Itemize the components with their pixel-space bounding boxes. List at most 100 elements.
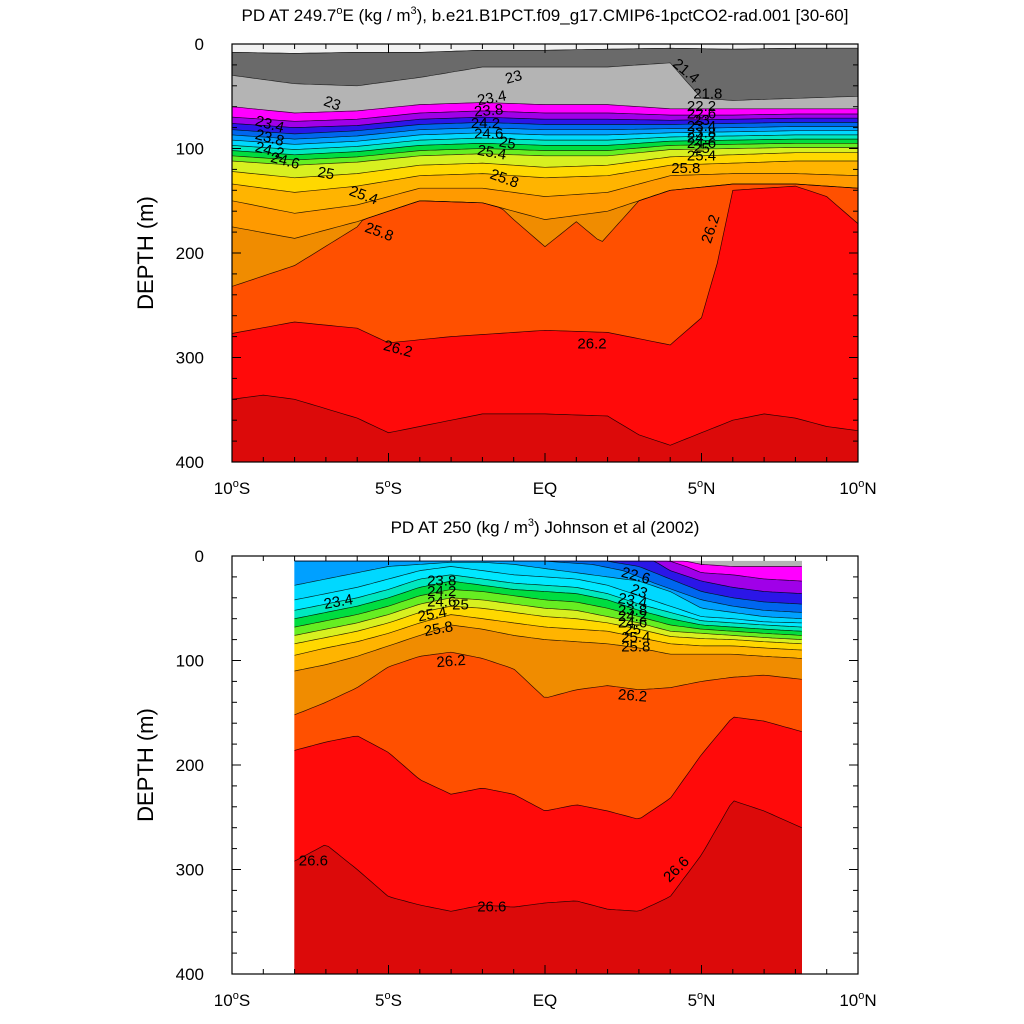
contour-line — [294, 800, 802, 912]
contour-label: 22.6 — [687, 106, 716, 123]
contour-label: 23.8 — [253, 126, 286, 150]
contour-line — [294, 624, 802, 672]
contour-line — [231, 173, 859, 214]
x-tick-label: 5oN — [688, 478, 716, 498]
contour-line — [294, 614, 802, 656]
chart-title: PD AT 250 (kg / m3) Johnson et al (2002) — [391, 517, 700, 537]
contour-label: 22.6 — [619, 564, 652, 588]
x-tick-label: 5oS — [375, 990, 402, 1010]
y-tick-label: 300 — [176, 349, 204, 368]
contour-label: 21.8 — [693, 86, 722, 103]
contour-label: 23.8 — [427, 573, 456, 590]
contour-line — [231, 183, 859, 287]
y-tick-label: 200 — [176, 756, 204, 775]
contour-label: 23 — [628, 581, 649, 603]
contour-label: 26.2 — [577, 335, 606, 352]
y-tick-label: 100 — [176, 652, 204, 671]
contour-label: 24.6 — [687, 135, 716, 152]
contour-label: 24.2 — [618, 608, 647, 625]
x-tick-label: 10oS — [214, 990, 250, 1010]
contour-line — [231, 160, 858, 193]
x-tick-label: 10oS — [214, 478, 250, 498]
panel-cesm-model: PD AT 249.7oE (kg / m3), b.e21.B1PCT.f09… — [133, 5, 877, 498]
x-tick-label: 5oS — [375, 478, 402, 498]
contour-label: 25 — [316, 164, 335, 184]
contour-label: 23 — [503, 67, 524, 88]
panel-johnson-observations: PD AT 250 (kg / m3) Johnson et al (2002)… — [133, 517, 877, 1010]
contour-label: 24.2 — [253, 139, 286, 163]
axis-ticks — [231, 555, 859, 975]
contour-line — [231, 147, 858, 166]
y-axis-label: DEPTH (m) — [133, 196, 158, 310]
contour-label: 23.4 — [323, 591, 355, 613]
contour-label: 26.2 — [617, 686, 648, 705]
contour-label: 24.2 — [427, 583, 456, 600]
contour-label: 23.4 — [253, 113, 286, 137]
contour-line — [231, 134, 858, 150]
axis-ticks — [231, 43, 859, 463]
contour-line — [294, 580, 802, 632]
contour-label: 23 — [693, 112, 710, 129]
contour-label: 24.2 — [471, 115, 500, 132]
contour-label: 23.4 — [687, 118, 716, 135]
contour-line — [231, 62, 859, 101]
contour-label: 26.6 — [477, 899, 506, 916]
y-tick-label: 0 — [195, 547, 204, 566]
y-tick-label: 400 — [176, 453, 204, 472]
contour-line — [294, 589, 802, 636]
contour-label: 24.6 — [269, 149, 302, 173]
contour-line — [231, 126, 858, 140]
y-tick-label: 0 — [195, 35, 204, 54]
contour-label: 25.4 — [687, 147, 716, 164]
contour-label: 24.6 — [427, 594, 456, 611]
contour-label: 25 — [452, 597, 469, 614]
contour-label: 23.8 — [687, 124, 716, 141]
contour-line — [294, 566, 802, 624]
contour-label: 23.8 — [618, 602, 647, 619]
contour-label: 25 — [624, 622, 641, 639]
contour-line — [231, 116, 858, 128]
contour-label: 22.2 — [687, 98, 716, 115]
contour-label: 24.6 — [618, 614, 647, 631]
y-axis-label: DEPTH (m) — [133, 708, 158, 822]
contour-line — [294, 605, 802, 645]
contour-line — [231, 130, 858, 145]
contour-label: 25.4 — [621, 629, 650, 646]
contour-label: 25.4 — [476, 142, 508, 164]
contour-line — [294, 561, 802, 620]
contour-label: 25.8 — [671, 160, 700, 177]
x-tick-label: 10oN — [839, 990, 876, 1010]
y-tick-label: 300 — [176, 861, 204, 880]
contour-line — [231, 138, 858, 156]
contour-fills — [294, 560, 802, 975]
contour-label: 26.2 — [382, 337, 415, 361]
contour-lines — [231, 47, 859, 446]
y-tick-label: 100 — [176, 140, 204, 159]
contour-line — [231, 122, 858, 135]
y-tick-label: 200 — [176, 244, 204, 263]
x-tick-label: EQ — [533, 479, 558, 498]
contour-lines — [294, 560, 802, 912]
contour-label: 23 — [321, 93, 342, 115]
contour-label: 24.2 — [687, 130, 716, 147]
contour-label: 23.4 — [476, 87, 508, 109]
contour-label: 25.8 — [621, 638, 650, 655]
contour-line — [294, 574, 802, 628]
contour-label: 25 — [693, 140, 710, 157]
contour-label: 23.4 — [617, 590, 649, 612]
contour-line — [231, 394, 859, 446]
x-tick-label: EQ — [533, 991, 558, 1010]
x-tick-label: 10oN — [839, 478, 876, 498]
contour-label: 26.6 — [299, 853, 328, 870]
contour-line — [294, 560, 802, 613]
y-tick-label: 400 — [176, 965, 204, 984]
contour-line — [294, 597, 802, 640]
contour-line — [231, 142, 858, 161]
contour-line — [231, 185, 859, 346]
x-tick-label: 5oN — [688, 990, 716, 1010]
contour-line — [231, 110, 858, 122]
contour-line — [294, 716, 802, 820]
contour-label: 25.8 — [423, 618, 455, 640]
contour-line — [294, 651, 802, 716]
